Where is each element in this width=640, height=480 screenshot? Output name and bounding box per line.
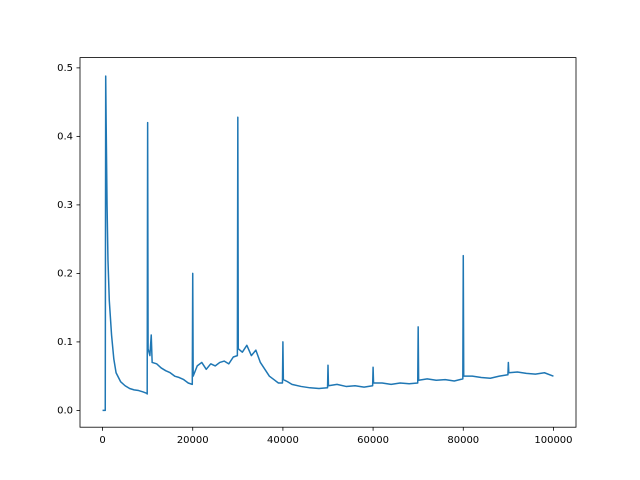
x-tick-label: 20000 <box>177 435 209 446</box>
y-tick-label: 0.5 <box>57 63 73 74</box>
axes-frame <box>79 57 577 428</box>
y-tick-label: 0.3 <box>57 200 73 211</box>
y-tick-label: 0.1 <box>57 337 73 348</box>
x-tick-label: 60000 <box>357 435 389 446</box>
x-tick-label: 100000 <box>534 435 572 446</box>
y-tick-label: 0.2 <box>57 268 73 279</box>
x-tick-label: 80000 <box>447 435 479 446</box>
x-tick-label: 40000 <box>267 435 299 446</box>
line <box>102 75 554 412</box>
x-tick-label: 0 <box>99 435 105 446</box>
y-tick-label: 0.0 <box>57 405 73 416</box>
y-tick-label: 0.4 <box>57 131 73 142</box>
